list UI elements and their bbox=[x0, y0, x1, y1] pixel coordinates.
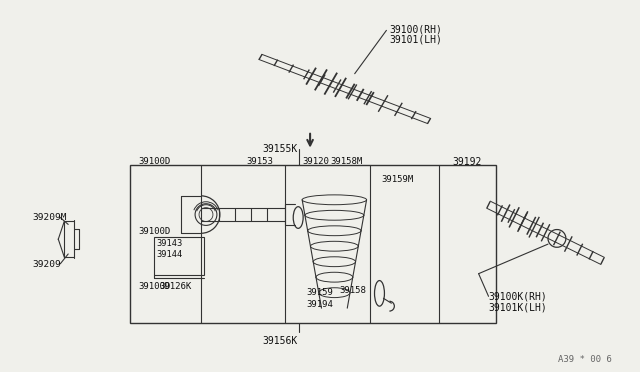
Text: 39194: 39194 bbox=[306, 300, 333, 309]
Text: 39209M: 39209M bbox=[33, 212, 67, 222]
Text: 39153: 39153 bbox=[246, 157, 273, 166]
Text: 39158M: 39158M bbox=[330, 157, 362, 166]
Bar bbox=[130, 165, 497, 323]
Text: 39143: 39143 bbox=[156, 239, 182, 248]
Text: 39156K: 39156K bbox=[262, 336, 298, 346]
Text: 39100(RH): 39100(RH) bbox=[389, 25, 442, 35]
Text: 39155K: 39155K bbox=[262, 144, 298, 154]
Text: 39158: 39158 bbox=[340, 286, 367, 295]
Text: 39101K(LH): 39101K(LH) bbox=[488, 302, 547, 312]
Text: 39100K(RH): 39100K(RH) bbox=[488, 291, 547, 301]
Text: 39144: 39144 bbox=[156, 250, 182, 259]
Bar bbox=[154, 237, 204, 275]
Text: 39101(LH): 39101(LH) bbox=[389, 34, 442, 44]
Text: 39159M: 39159M bbox=[381, 175, 413, 184]
Text: 39100D: 39100D bbox=[139, 282, 171, 291]
Text: 39209: 39209 bbox=[33, 260, 61, 269]
Text: 39120: 39120 bbox=[302, 157, 329, 166]
Text: 39192: 39192 bbox=[453, 157, 482, 167]
Text: A39 * 00 6: A39 * 00 6 bbox=[558, 355, 612, 365]
Text: 39159: 39159 bbox=[306, 288, 333, 298]
Text: 39100D: 39100D bbox=[139, 157, 171, 166]
Text: 39126K: 39126K bbox=[159, 282, 191, 291]
Text: 39100D: 39100D bbox=[139, 227, 171, 236]
